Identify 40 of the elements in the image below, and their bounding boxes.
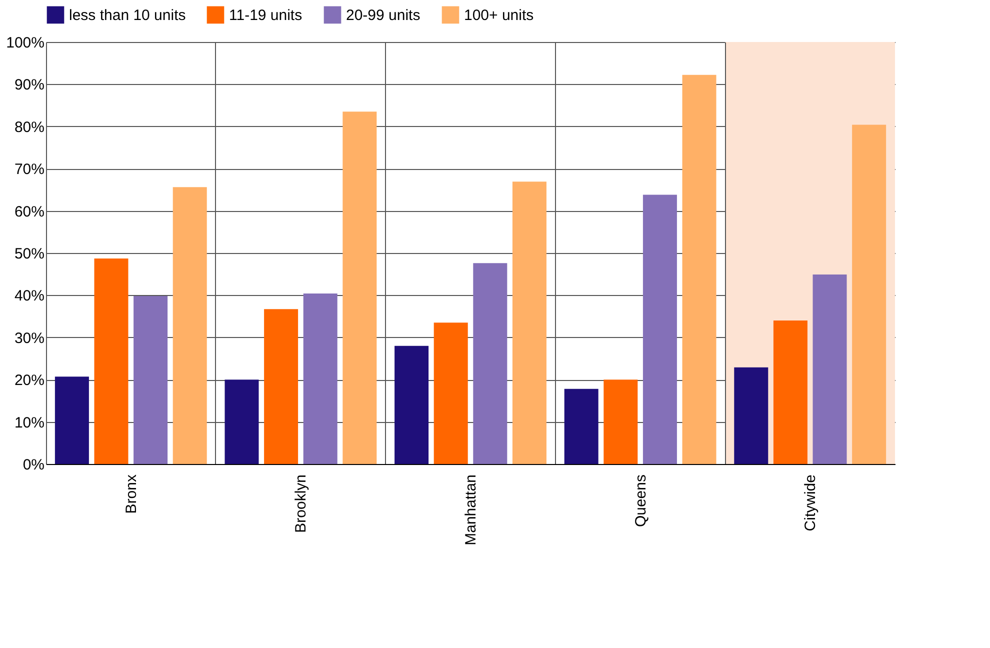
y-tick-label: 80%: [14, 118, 44, 136]
bar: [224, 380, 259, 464]
bar: [94, 258, 128, 464]
legend-label: 100+ units: [464, 6, 534, 24]
y-tick-label: 50%: [14, 246, 44, 262]
bar: [852, 124, 886, 464]
x-tick-label: Manhattan: [462, 474, 480, 546]
y-tick-label: 30%: [14, 330, 44, 347]
bar: [172, 187, 207, 464]
bar: [303, 294, 338, 464]
y-tick-label: 90%: [14, 76, 44, 94]
y-tick-label: 70%: [14, 161, 44, 178]
bar: [342, 112, 377, 464]
bar: [734, 367, 768, 464]
bar: [394, 346, 429, 464]
bar: [54, 376, 89, 464]
y-tick-label: 0%: [22, 456, 44, 474]
bar: [264, 309, 298, 464]
legend-label: 20-99 units: [346, 6, 420, 24]
bar: [434, 322, 468, 464]
y-tick-label: 20%: [14, 372, 44, 390]
bar: [812, 274, 847, 464]
x-tick-label: Brooklyn: [292, 474, 310, 533]
bar: [473, 263, 508, 464]
legend-label: less than 10 units: [69, 6, 186, 24]
bar: [642, 194, 677, 464]
y-tick-label: 60%: [14, 203, 44, 220]
x-tick-label: Citywide: [802, 474, 820, 532]
y-tick-label: 10%: [14, 414, 44, 432]
legend-label: 11-19 units: [229, 6, 302, 24]
y-tick-label: 40%: [14, 288, 44, 305]
bar: [134, 296, 168, 464]
bar: [682, 74, 716, 464]
y-tick-label: 100%: [6, 34, 44, 52]
bar: [773, 320, 808, 464]
x-tick-label: Queens: [632, 474, 650, 528]
bar: [512, 182, 546, 464]
bar: [604, 380, 638, 464]
bar: [564, 388, 598, 464]
x-tick-label: Bronx: [122, 474, 140, 514]
